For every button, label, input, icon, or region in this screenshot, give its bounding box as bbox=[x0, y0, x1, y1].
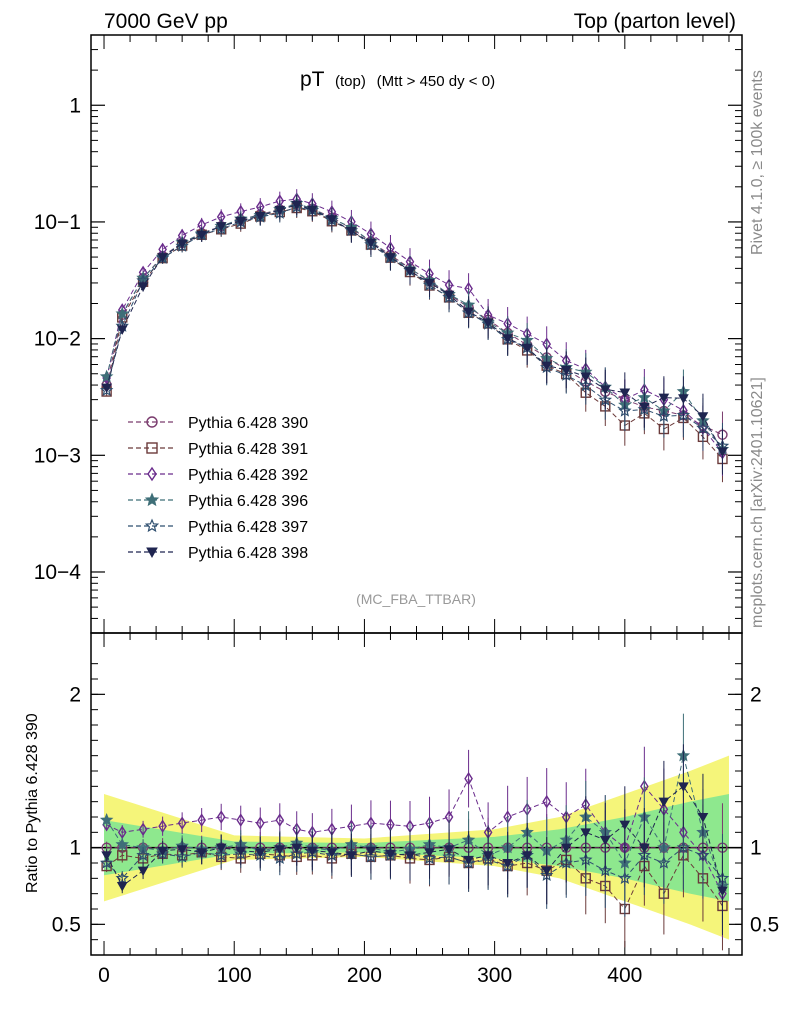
ratio-point bbox=[138, 822, 148, 837]
y-tick-label: 10−4 bbox=[34, 561, 82, 584]
legend-marker bbox=[146, 416, 158, 428]
legend-label: Pythia 6.428 397 bbox=[188, 519, 308, 536]
legend-label: Pythia 6.428 396 bbox=[188, 493, 308, 510]
ratio-point bbox=[177, 816, 187, 830]
series-line bbox=[106, 202, 723, 450]
ratio-point bbox=[196, 848, 208, 858]
ratio-point bbox=[676, 840, 691, 854]
ratio-point bbox=[216, 810, 226, 824]
plot-title-cut: (Mtt > 450 dy < 0) bbox=[377, 73, 495, 90]
legend: Pythia 6.428 390 Pythia 6.428 391 Pythia 6… bbox=[128, 415, 308, 562]
plot-title-sub: (top) bbox=[335, 73, 366, 90]
ratio-point bbox=[542, 794, 552, 809]
legend-marker bbox=[144, 518, 160, 533]
ratio-point bbox=[275, 813, 285, 827]
y-tick-label: 10−1 bbox=[34, 211, 81, 234]
ratio-series-line bbox=[106, 851, 723, 910]
ratio-point bbox=[463, 855, 474, 866]
header-right: Top (parton level) bbox=[574, 10, 736, 33]
ratio-point bbox=[157, 846, 168, 857]
legend-marker bbox=[147, 466, 157, 482]
legend-label: Pythia 6.428 390 bbox=[188, 415, 308, 432]
ratio-point bbox=[717, 886, 728, 897]
ratio-series-line bbox=[106, 777, 723, 894]
ratio-point bbox=[197, 813, 206, 827]
ratio-y-label: Ratio to Pythia 6.428 390 bbox=[24, 713, 41, 893]
ratio-series bbox=[99, 713, 730, 951]
analysis-tag: (MC_FBA_TTBAR) bbox=[356, 591, 476, 607]
header-left: 7000 GeV pp bbox=[104, 10, 228, 33]
ratio-series-5 bbox=[101, 744, 728, 935]
main-plot-frame bbox=[90, 34, 743, 634]
ratio-y-tick-label-right: 0.5 bbox=[750, 913, 779, 936]
x-tick-label: 200 bbox=[347, 964, 382, 987]
plot-title-main: pT bbox=[300, 68, 325, 91]
ratio-point bbox=[158, 819, 167, 834]
series-line bbox=[106, 206, 723, 447]
series-line bbox=[106, 204, 723, 452]
data-point bbox=[717, 447, 728, 457]
side-label-bottom: mcplots.cern.ch [arXiv:2401.10621] bbox=[749, 377, 766, 628]
y-tick-label: 1 bbox=[69, 94, 81, 117]
side-label-top: Rivet 4.1.0, ≥ 100k events bbox=[749, 70, 766, 255]
legend-marker bbox=[146, 442, 158, 454]
y-tick-label: 10−2 bbox=[34, 328, 81, 351]
legend-label: Pythia 6.428 391 bbox=[188, 441, 308, 458]
legend-label: Pythia 6.428 398 bbox=[188, 545, 308, 562]
legend-label: Pythia 6.428 392 bbox=[188, 467, 308, 484]
ratio-point bbox=[136, 848, 150, 862]
ratio-y-tick-label: 0.5 bbox=[52, 913, 81, 936]
ratio-y-tick-label: 2 bbox=[69, 683, 81, 706]
y-tick-label: 10−3 bbox=[34, 444, 81, 467]
legend-marker bbox=[144, 492, 160, 507]
ratio-y-tick-label-right: 1 bbox=[750, 837, 762, 860]
data-point bbox=[101, 383, 112, 394]
ratio-y-tick-label: 1 bbox=[69, 837, 81, 860]
x-tick-label: 400 bbox=[607, 964, 642, 987]
x-tick-label: 100 bbox=[217, 964, 252, 987]
ratio-y-tick-label-right: 2 bbox=[750, 683, 762, 706]
ratio-point bbox=[99, 813, 114, 826]
x-tick-label: 0 bbox=[98, 964, 110, 987]
data-point bbox=[619, 388, 631, 399]
ratio-axes: 0 100 200 300 400 2 2 1 1 0.5 0.5 bbox=[52, 633, 779, 987]
ratio-point bbox=[346, 851, 357, 861]
ratio-point bbox=[464, 771, 473, 786]
main-axes: 1 10−1 10−2 10−3 10−4 bbox=[34, 34, 742, 634]
main-series bbox=[99, 189, 730, 483]
ratio-point bbox=[404, 851, 416, 861]
series-5 bbox=[101, 194, 728, 475]
series-1 bbox=[101, 198, 728, 483]
plot-title: pT (top) (Mtt > 450 dy < 0) bbox=[300, 68, 495, 91]
ratio-point bbox=[657, 855, 671, 869]
ratio-point bbox=[99, 855, 114, 869]
legend-marker bbox=[146, 547, 158, 559]
ratio-series-line bbox=[106, 785, 723, 891]
ratio-point bbox=[255, 816, 265, 830]
ratio-point bbox=[236, 813, 246, 827]
x-tick-label: 300 bbox=[477, 964, 512, 987]
